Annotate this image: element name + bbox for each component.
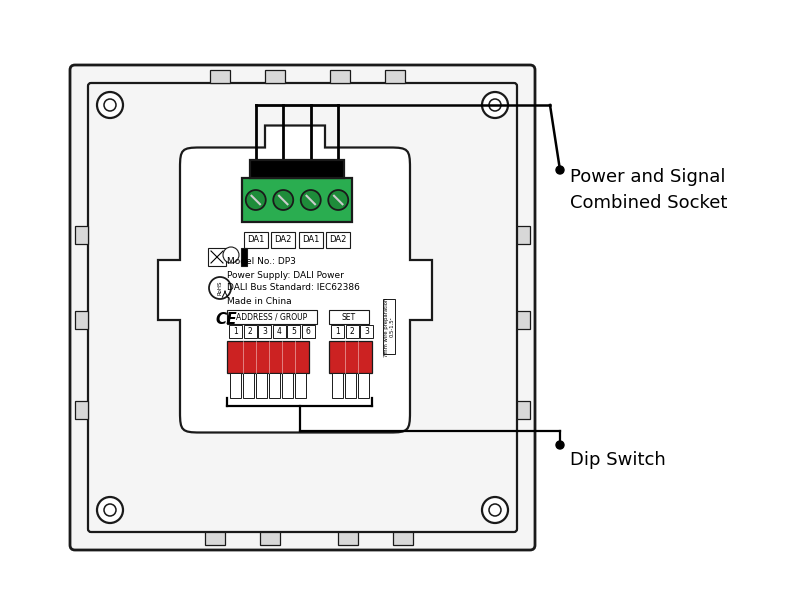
Bar bbox=[360, 325, 373, 338]
Text: 1: 1 bbox=[335, 327, 340, 336]
Bar bbox=[298, 232, 322, 248]
Text: DALI Bus Standard: IEC62386: DALI Bus Standard: IEC62386 bbox=[227, 283, 360, 292]
Text: Power Supply: DALI Power: Power Supply: DALI Power bbox=[227, 271, 344, 280]
Circle shape bbox=[104, 99, 116, 111]
Bar bbox=[331, 325, 344, 338]
Text: 4: 4 bbox=[277, 327, 282, 336]
Circle shape bbox=[328, 190, 348, 210]
Circle shape bbox=[482, 92, 508, 118]
Circle shape bbox=[209, 277, 231, 299]
Text: 5: 5 bbox=[291, 327, 296, 336]
Circle shape bbox=[246, 190, 266, 210]
Bar bbox=[326, 232, 350, 248]
Text: Power and Signal
Combined Socket: Power and Signal Combined Socket bbox=[570, 169, 727, 211]
Bar bbox=[295, 373, 306, 398]
Bar bbox=[75, 226, 88, 244]
Bar bbox=[230, 373, 241, 398]
Bar bbox=[260, 532, 280, 545]
Circle shape bbox=[489, 99, 501, 111]
Bar bbox=[346, 325, 358, 338]
Bar bbox=[75, 311, 88, 329]
Circle shape bbox=[301, 190, 321, 210]
Bar bbox=[287, 325, 300, 338]
Bar bbox=[517, 226, 530, 244]
Text: RoHS: RoHS bbox=[218, 281, 222, 295]
Text: 1: 1 bbox=[233, 327, 238, 336]
Text: DA1: DA1 bbox=[247, 235, 265, 245]
Bar bbox=[227, 310, 317, 324]
Bar bbox=[329, 341, 372, 373]
Text: SET: SET bbox=[342, 313, 356, 322]
Text: Dip Switch: Dip Switch bbox=[570, 451, 666, 469]
Bar bbox=[208, 248, 226, 266]
Bar bbox=[338, 532, 358, 545]
Text: 3: 3 bbox=[262, 327, 267, 336]
Bar bbox=[282, 373, 293, 398]
Circle shape bbox=[274, 190, 294, 210]
Circle shape bbox=[482, 497, 508, 523]
Bar bbox=[243, 325, 257, 338]
Text: 6: 6 bbox=[306, 327, 310, 336]
Text: CE: CE bbox=[215, 311, 237, 326]
Bar bbox=[271, 232, 295, 248]
Bar bbox=[345, 373, 356, 398]
Circle shape bbox=[97, 497, 123, 523]
Circle shape bbox=[104, 504, 116, 516]
Text: Model No.: DP3: Model No.: DP3 bbox=[227, 257, 296, 266]
Bar bbox=[385, 70, 405, 83]
Bar bbox=[227, 341, 309, 373]
Bar bbox=[517, 401, 530, 419]
Text: Made in China: Made in China bbox=[227, 296, 292, 305]
Text: 7mm wire preparation
0.5-1.5²: 7mm wire preparation 0.5-1.5² bbox=[384, 298, 394, 356]
Text: DA1: DA1 bbox=[302, 235, 319, 245]
Bar bbox=[269, 373, 280, 398]
Bar bbox=[243, 373, 254, 398]
PathPatch shape bbox=[158, 125, 432, 433]
Bar bbox=[258, 325, 271, 338]
Circle shape bbox=[97, 92, 123, 118]
Text: 3: 3 bbox=[364, 327, 369, 336]
Bar bbox=[265, 70, 285, 83]
Bar bbox=[241, 248, 247, 266]
Bar bbox=[273, 325, 286, 338]
Bar bbox=[329, 310, 369, 324]
Text: DA2: DA2 bbox=[274, 235, 292, 245]
Bar bbox=[256, 373, 267, 398]
Bar bbox=[205, 532, 225, 545]
Bar bbox=[330, 70, 350, 83]
Text: 2: 2 bbox=[248, 327, 252, 336]
Circle shape bbox=[556, 441, 564, 449]
Circle shape bbox=[489, 504, 501, 516]
Text: DA2: DA2 bbox=[330, 235, 347, 245]
Circle shape bbox=[556, 166, 564, 174]
Bar bbox=[229, 325, 242, 338]
Bar bbox=[383, 299, 395, 354]
Bar bbox=[242, 178, 352, 222]
Text: 2: 2 bbox=[350, 327, 354, 336]
Bar bbox=[358, 373, 369, 398]
Text: ADDRESS / GROUP: ADDRESS / GROUP bbox=[236, 313, 308, 322]
Bar bbox=[393, 532, 413, 545]
Circle shape bbox=[223, 247, 239, 263]
Bar bbox=[250, 160, 344, 178]
FancyBboxPatch shape bbox=[70, 65, 535, 550]
Bar bbox=[244, 232, 268, 248]
Bar bbox=[332, 373, 343, 398]
Bar bbox=[210, 70, 230, 83]
Bar bbox=[75, 401, 88, 419]
Bar bbox=[302, 325, 314, 338]
Bar bbox=[517, 311, 530, 329]
